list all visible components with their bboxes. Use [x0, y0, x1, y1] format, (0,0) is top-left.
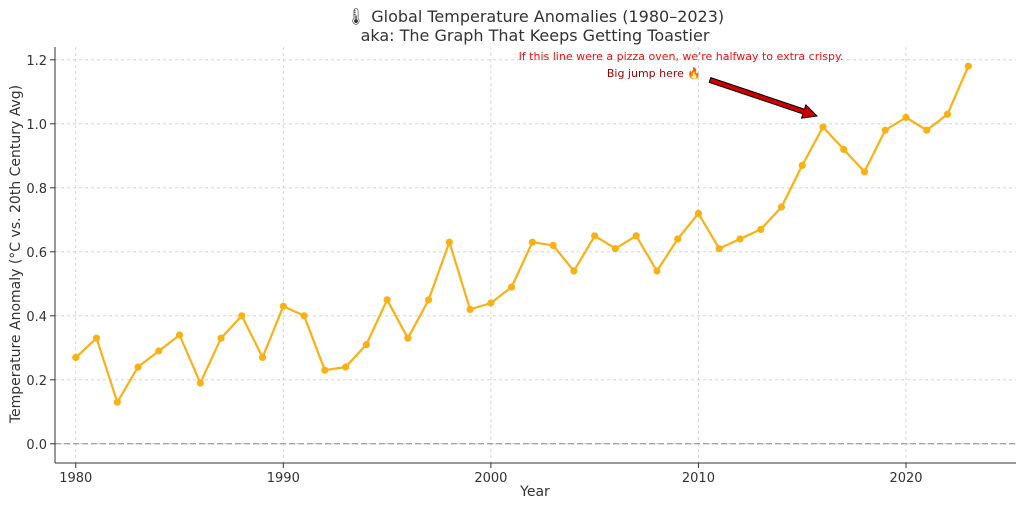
y-tick-label: 0.2: [26, 374, 47, 389]
series-temperature: [75, 65, 970, 404]
data-point: [508, 283, 516, 291]
data-point: [632, 232, 640, 240]
data-point: [445, 238, 453, 246]
x-tick-label: 2020: [889, 471, 922, 486]
annotation-arrow: [708, 76, 819, 119]
data-point: [196, 379, 204, 387]
annotation-pizza: If this line were a pizza oven, we're ha…: [519, 50, 844, 63]
data-point: [404, 334, 412, 342]
y-tick-label: 0.8: [26, 182, 47, 197]
data-point: [425, 296, 433, 304]
data-point: [258, 353, 267, 361]
y-tick-label: 1.0: [26, 118, 47, 133]
data-point: [798, 161, 806, 169]
data-point: [279, 302, 287, 310]
data-point: [383, 296, 391, 304]
data-point: [134, 363, 142, 371]
data-point: [840, 145, 848, 153]
data-point: [715, 245, 723, 253]
y-tick-label: 0.0: [26, 438, 47, 453]
data-point: [757, 225, 765, 233]
data-point: [819, 123, 827, 131]
y-tick-label: 0.6: [26, 246, 47, 261]
x-tick-label: 1980: [59, 471, 92, 486]
data-point: [341, 363, 350, 371]
data-point: [217, 334, 225, 342]
grid: [55, 47, 1016, 463]
series-points: [72, 62, 972, 406]
data-point: [92, 334, 101, 342]
data-point: [300, 312, 308, 320]
data-point: [902, 113, 910, 121]
data-point: [611, 245, 620, 253]
data-point: [777, 203, 786, 211]
annotation-big-jump: Big jump here 🔥: [607, 67, 701, 80]
data-point: [155, 347, 163, 355]
y-tick-label: 0.4: [26, 310, 47, 325]
data-point: [487, 299, 495, 307]
data-point: [694, 209, 703, 217]
y-axis-label: Temperature Anomaly (°C vs. 20th Century…: [8, 85, 24, 424]
chart-title: 🌡 Global Temperature Anomalies (1980–202…: [346, 7, 724, 26]
data-point: [549, 241, 557, 249]
data-point: [72, 353, 80, 361]
data-point: [570, 267, 578, 275]
data-point: [113, 398, 121, 406]
data-point: [362, 341, 370, 349]
data-point: [860, 168, 869, 176]
chart-subtitle: aka: The Graph That Keeps Getting Toasti…: [361, 26, 710, 45]
temperature-line: [75, 65, 970, 404]
data-point: [175, 331, 184, 339]
x-axis-label: Year: [519, 484, 550, 500]
data-point: [923, 126, 931, 134]
data-point: [943, 110, 952, 118]
data-point: [238, 312, 246, 320]
x-tick-label: 2000: [474, 471, 507, 486]
data-point: [653, 267, 661, 275]
data-point: [674, 235, 682, 243]
x-tick-label: 2010: [682, 471, 715, 486]
data-point: [881, 126, 889, 134]
data-point: [964, 62, 972, 70]
data-point: [528, 238, 536, 246]
x-tick-label: 1990: [267, 471, 300, 486]
y-tick-label: 1.2: [26, 54, 47, 69]
y-ticks: 0.0 0.2 0.4 0.6 0.8 1.0 1.2: [26, 54, 55, 453]
data-point: [466, 305, 474, 313]
data-point: [591, 232, 599, 240]
x-ticks: 1980 1990 2000 2010 2020: [59, 463, 923, 486]
data-point: [736, 235, 744, 243]
data-point: [321, 366, 329, 374]
